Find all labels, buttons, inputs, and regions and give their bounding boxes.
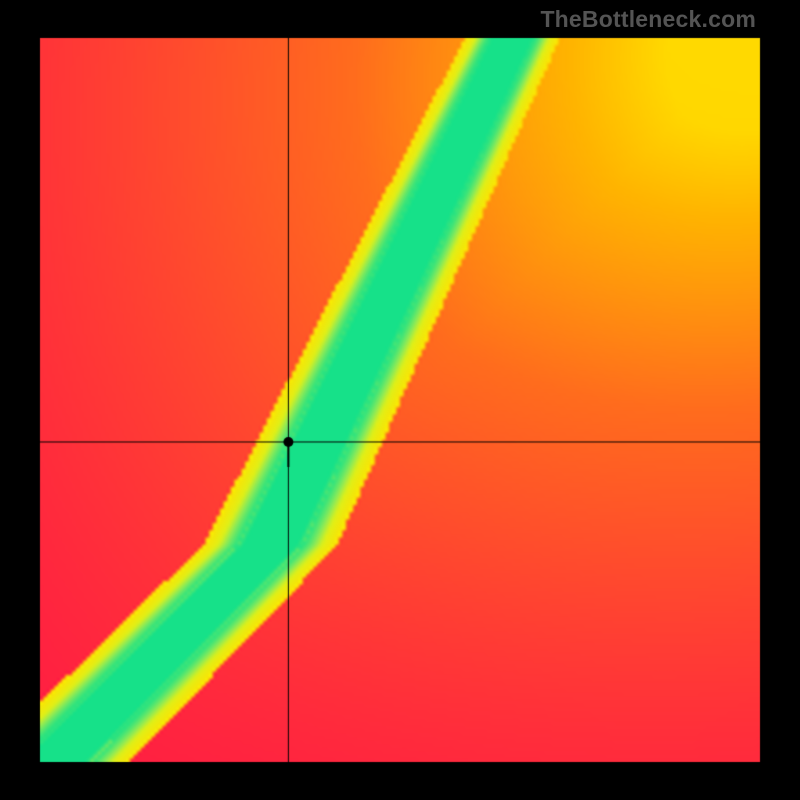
heatmap-canvas [0, 0, 800, 800]
chart-container: { "image": { "width": 800, "height": 800… [0, 0, 800, 800]
watermark-text: TheBottleneck.com [540, 6, 756, 33]
